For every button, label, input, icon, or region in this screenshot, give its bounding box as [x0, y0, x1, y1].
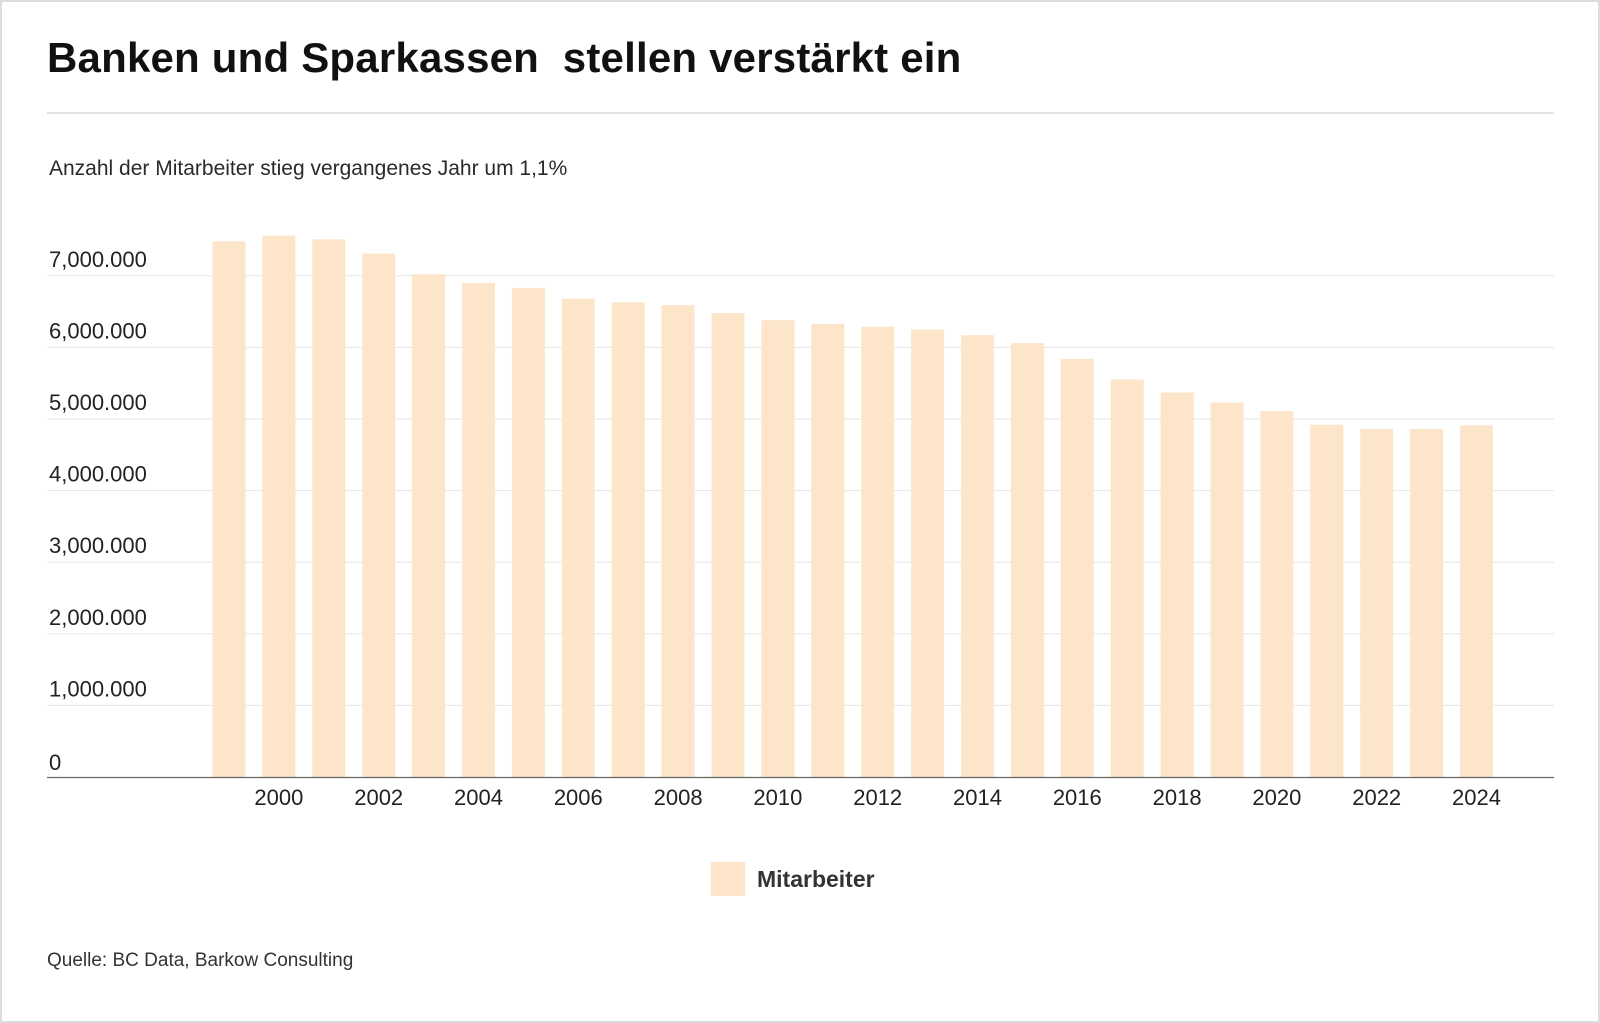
y-tick-label: 6,000.000	[49, 318, 147, 343]
x-tick-label: 2020	[1252, 785, 1301, 810]
bar	[1360, 429, 1394, 777]
bar	[511, 287, 545, 777]
y-tick-label: 5,000.000	[49, 390, 147, 415]
source-note: Quelle: BC Data, Barkow Consulting	[47, 950, 354, 971]
x-tick-label: 2024	[1452, 785, 1501, 810]
x-tick-label: 2022	[1352, 785, 1401, 810]
x-tick-label: 2004	[454, 785, 503, 810]
x-tick-label: 2010	[753, 785, 802, 810]
bar	[861, 326, 895, 777]
y-tick-label: 0	[49, 750, 61, 775]
bar	[1110, 379, 1144, 777]
bar	[1160, 392, 1194, 777]
bar	[1210, 402, 1244, 777]
bar	[811, 323, 845, 777]
bar	[961, 335, 994, 777]
bar	[262, 235, 296, 778]
x-tick-label: 2016	[1053, 785, 1102, 810]
bar	[1460, 425, 1493, 777]
bar	[911, 329, 945, 777]
x-tick-label: 2008	[654, 785, 703, 810]
x-tick-label: 2012	[853, 785, 902, 810]
bar	[212, 241, 246, 777]
bar	[1060, 358, 1094, 777]
bar	[661, 305, 695, 777]
y-tick-label: 2,000.000	[49, 605, 147, 630]
bar	[611, 302, 645, 777]
x-tick-label: 2006	[554, 785, 603, 810]
bar	[1410, 429, 1444, 777]
legend-label: Mitarbeiter	[757, 865, 875, 892]
bar	[711, 313, 745, 777]
bar	[412, 274, 446, 777]
y-tick-label: 4,000.000	[49, 462, 147, 487]
x-tick-label: 2018	[1153, 785, 1202, 810]
x-tick-label: 2002	[354, 785, 403, 810]
bar	[1010, 343, 1044, 777]
legend: Mitarbeiter	[711, 862, 875, 896]
y-tick-label: 1,000.000	[49, 676, 147, 701]
bar	[761, 320, 795, 777]
bar	[312, 239, 346, 777]
bar	[1310, 424, 1344, 777]
bar	[362, 253, 396, 777]
title-divider	[47, 112, 1554, 114]
bar	[561, 298, 595, 777]
chart-title: Banken und Sparkassen stellen verstärkt …	[47, 34, 962, 81]
x-tick-label: 2000	[254, 785, 303, 810]
legend-swatch	[711, 862, 745, 896]
x-tick-label: 2014	[953, 785, 1002, 810]
y-tick-label: 3,000.000	[49, 533, 147, 558]
bar	[462, 282, 495, 777]
bar	[1260, 411, 1294, 777]
y-tick-label: 7,000.000	[49, 247, 147, 272]
chart-subtitle: Anzahl der Mitarbeiter stieg vergangenes…	[49, 157, 568, 180]
